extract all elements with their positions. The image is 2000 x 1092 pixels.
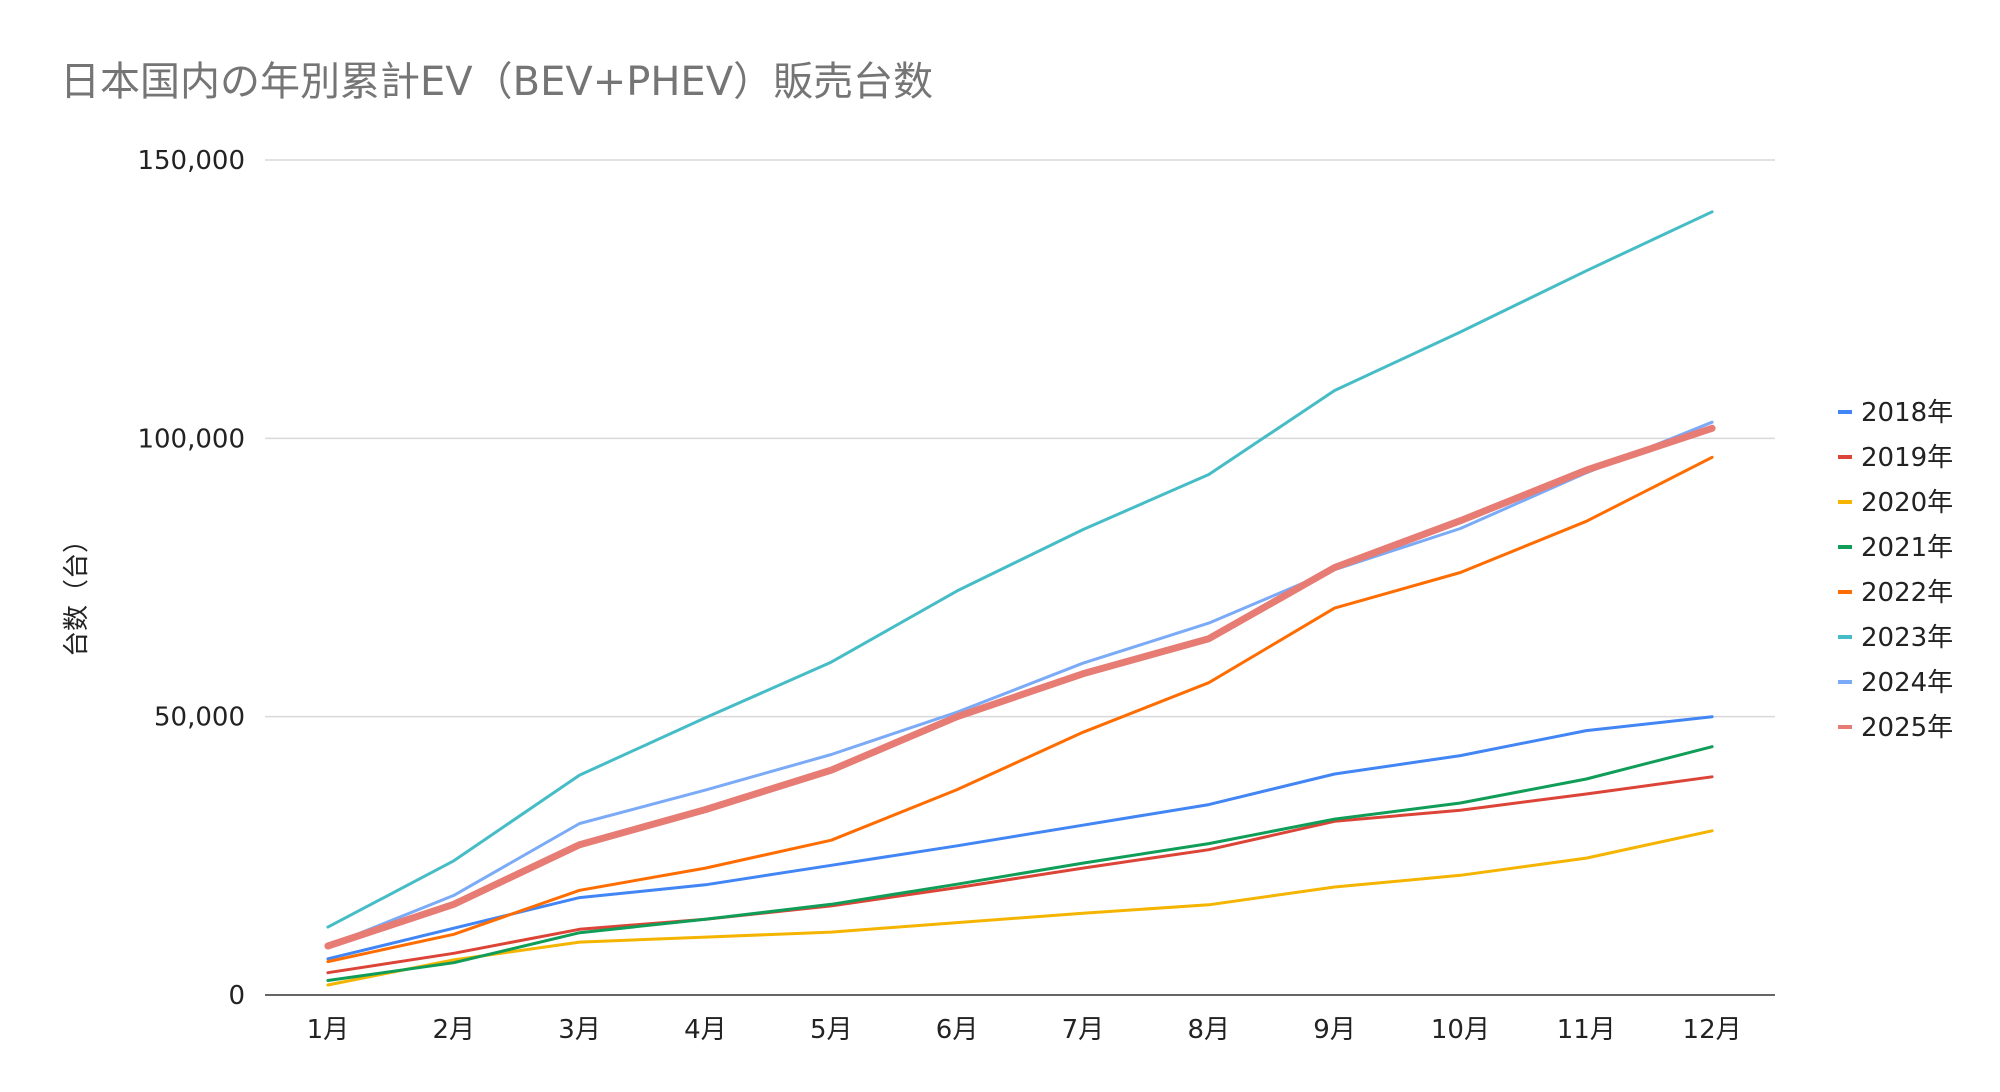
x-tick-label: 11月 bbox=[1557, 1015, 1616, 1045]
legend-label: 2019年 bbox=[1861, 443, 1953, 473]
series-lines bbox=[324, 210, 1716, 987]
x-tick-label: 4月 bbox=[684, 1015, 727, 1045]
x-tick-label: 6月 bbox=[936, 1015, 979, 1045]
series-line-2025年 bbox=[324, 424, 1716, 950]
y-axis-title: 台数（台） bbox=[62, 527, 92, 657]
x-tick-label: 1月 bbox=[307, 1015, 350, 1045]
series-line-2023年 bbox=[326, 210, 1714, 929]
y-tick-label: 150,000 bbox=[137, 146, 245, 176]
series-line-2021年 bbox=[326, 745, 1714, 982]
legend-label: 2021年 bbox=[1861, 533, 1953, 563]
series-line-2020年 bbox=[326, 829, 1714, 987]
legend-label: 2020年 bbox=[1861, 488, 1953, 518]
x-tick-label: 8月 bbox=[1187, 1015, 1230, 1045]
x-tick-label: 2月 bbox=[432, 1015, 475, 1045]
y-tick-label: 50,000 bbox=[154, 703, 245, 733]
x-tick-label: 3月 bbox=[558, 1015, 601, 1045]
series-line-2024年 bbox=[326, 420, 1714, 948]
y-axis-ticks: 0 50,000 100,000 150,000 bbox=[137, 146, 245, 1011]
legend-label: 2025年 bbox=[1861, 713, 1953, 743]
legend-label: 2022年 bbox=[1861, 578, 1953, 608]
x-tick-label: 12月 bbox=[1683, 1015, 1742, 1045]
x-tick-label: 9月 bbox=[1313, 1015, 1356, 1045]
legend-label: 2024年 bbox=[1861, 668, 1953, 698]
x-tick-label: 5月 bbox=[810, 1015, 853, 1045]
x-tick-label: 10月 bbox=[1431, 1015, 1490, 1045]
series-line-2022年 bbox=[326, 455, 1714, 964]
legend: 2018年 2019年 2020年 2021年 2022年 2023年 2024年 2025年 bbox=[1838, 398, 1953, 743]
legend-label: 2023年 bbox=[1861, 623, 1953, 653]
series-line-2019年 bbox=[326, 775, 1714, 975]
chart-title: 日本国内の年別累計EV（BEV+PHEV）販売台数 bbox=[60, 59, 933, 105]
legend-label: 2018年 bbox=[1861, 398, 1953, 428]
x-axis-ticks: 1月 2月 3月 4月 5月 6月 7月 8月 9月 10月 11月 12月 bbox=[307, 1015, 1742, 1045]
grid-lines bbox=[265, 159, 1775, 996]
series-line-2018年 bbox=[326, 715, 1714, 961]
y-tick-label: 0 bbox=[228, 981, 245, 1011]
y-tick-label: 100,000 bbox=[137, 424, 245, 454]
x-tick-label: 7月 bbox=[1062, 1015, 1105, 1045]
